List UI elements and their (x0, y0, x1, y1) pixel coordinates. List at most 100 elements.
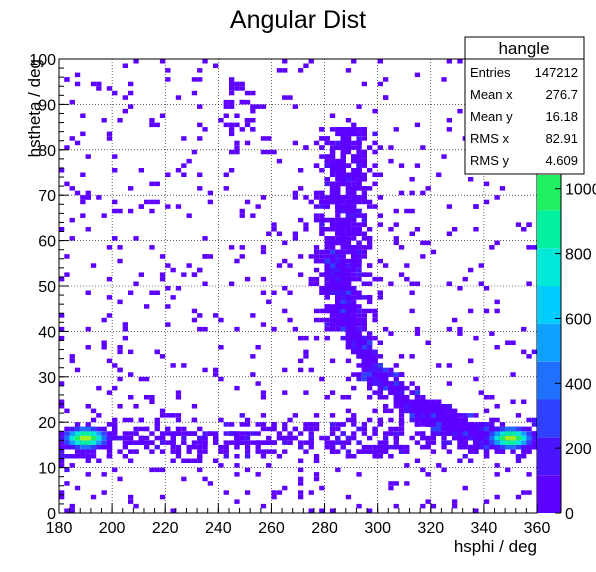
heatmap-cell (282, 367, 288, 373)
heatmap-cell (351, 245, 357, 250)
heatmap-cell (515, 431, 522, 436)
heatmap-cell (473, 413, 479, 418)
heatmap-cell (441, 404, 447, 409)
heatmap-cell (367, 376, 373, 382)
heatmap-cell (361, 426, 367, 432)
heatmap-cell (483, 408, 490, 414)
heatmap-cell (239, 86, 245, 91)
heatmap-cell (101, 431, 107, 436)
heatmap-cell (377, 381, 383, 386)
heatmap-cell (372, 426, 378, 432)
heatmap-cell (112, 467, 118, 473)
heatmap-cell (292, 413, 298, 418)
heatmap-cell (393, 240, 399, 246)
heatmap-cell (367, 381, 373, 386)
heatmap-cell (351, 127, 357, 132)
heatmap-cell (271, 227, 277, 232)
heatmap-cell (361, 345, 367, 350)
y-tick-label: 60 (38, 234, 56, 251)
heatmap-cell (420, 404, 426, 409)
heatmap-cell (112, 385, 118, 391)
heatmap-cell (191, 272, 198, 277)
heatmap-cell (335, 127, 341, 132)
heatmap-cell (468, 458, 474, 463)
heatmap-cell (64, 444, 70, 450)
heatmap-cell (361, 249, 367, 255)
heatmap-cell (335, 322, 341, 327)
heatmap-cell (430, 449, 437, 454)
heatmap-cell (505, 444, 511, 450)
heatmap-cell (138, 376, 144, 382)
heatmap-cell (292, 104, 298, 109)
heatmap-cell (356, 227, 362, 232)
heatmap-cell (521, 444, 527, 450)
heatmap-cell (329, 304, 336, 309)
heatmap-cell (409, 208, 415, 214)
heatmap-cell (64, 145, 70, 150)
heatmap-cell (457, 417, 463, 423)
heatmap-cell (202, 281, 208, 286)
heatmap-cell (106, 86, 113, 91)
heatmap-cell (266, 299, 272, 305)
heatmap-cell (462, 435, 468, 441)
heatmap-cell (494, 345, 500, 350)
heatmap-cell (106, 313, 113, 318)
heatmap-cell (383, 326, 389, 332)
heatmap-cell (282, 308, 288, 314)
heatmap-cell (313, 217, 320, 223)
heatmap-cell (287, 417, 293, 423)
heatmap-cell (64, 181, 70, 187)
colorbar-swatch (537, 399, 561, 438)
heatmap-cell (128, 395, 134, 400)
heatmap-cell (69, 503, 75, 509)
heatmap-cell (239, 208, 245, 214)
heatmap-cell (90, 408, 97, 414)
heatmap-cell (526, 435, 532, 441)
heatmap-cell (149, 118, 155, 123)
heatmap-cell (319, 222, 325, 227)
heatmap-cell (59, 227, 65, 232)
heatmap-cell (59, 335, 65, 341)
heatmap-cell (436, 463, 442, 468)
heatmap-cell (441, 435, 447, 441)
heatmap-cell (128, 90, 134, 96)
heatmap-cell (112, 168, 118, 173)
heatmap-cell (414, 404, 421, 409)
heatmap-cell (239, 81, 245, 87)
heatmap-cell (452, 503, 458, 509)
heatmap-cell (473, 440, 479, 445)
heatmap-cell (335, 249, 341, 255)
heatmap-cell (351, 217, 357, 223)
heatmap-cell (175, 417, 182, 423)
heatmap-cell (292, 326, 298, 332)
y-tick-label: 50 (38, 279, 56, 296)
heatmap-cell (367, 417, 373, 423)
heatmap-cell (324, 326, 330, 332)
heatmap-cell (483, 308, 490, 314)
heatmap-cell (340, 208, 346, 214)
heatmap-cell (398, 395, 405, 400)
heatmap-cell (122, 444, 128, 450)
heatmap-cell (276, 435, 283, 441)
heatmap-cell (181, 272, 187, 277)
heatmap-cell (106, 444, 113, 450)
heatmap-cell (234, 463, 240, 468)
heatmap-cell (436, 399, 442, 404)
heatmap-cell (414, 331, 421, 336)
heatmap-cell (144, 304, 150, 309)
heatmap-cell (356, 136, 362, 141)
heatmap-cell (287, 263, 293, 268)
heatmap-cell (154, 467, 160, 473)
heatmap-cell (393, 444, 399, 450)
heatmap-cell (329, 267, 336, 273)
heatmap-cell (69, 217, 75, 223)
heatmap-cell (324, 304, 330, 309)
heatmap-cell (452, 227, 458, 232)
heatmap-cell (409, 190, 415, 196)
heatmap-cell (329, 127, 336, 132)
stats-label: Mean y (470, 109, 513, 124)
heatmap-cell (250, 372, 256, 377)
heatmap-cell (303, 440, 309, 445)
heatmap-cell (303, 449, 309, 454)
heatmap-cell (489, 435, 495, 441)
